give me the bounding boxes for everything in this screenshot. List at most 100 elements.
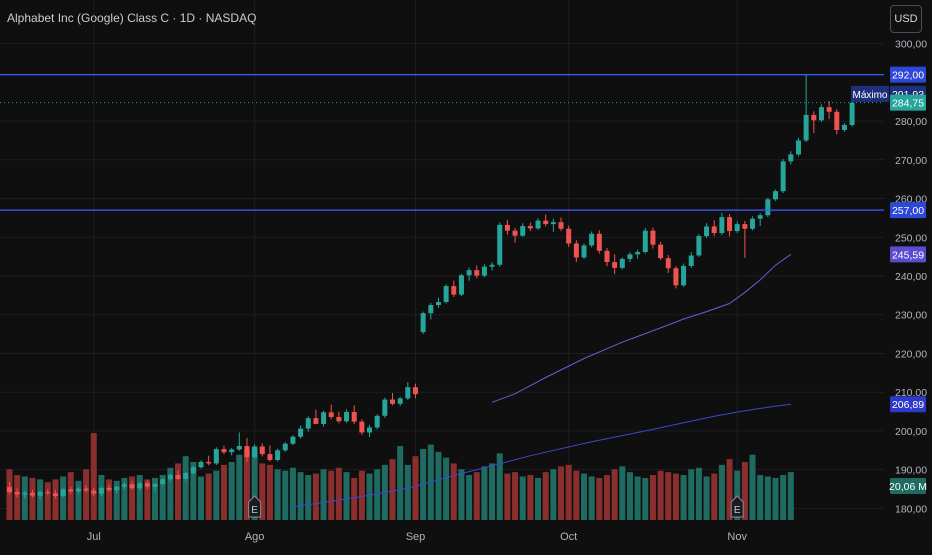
x-tick-label: Jul (87, 531, 101, 543)
candle-body (129, 484, 135, 489)
candle-body (45, 492, 51, 494)
volume-bar (98, 475, 105, 520)
candle-body (428, 305, 434, 314)
volume-tag: 20,06 M (889, 481, 927, 493)
volume-bar (780, 475, 787, 520)
candle-body (795, 140, 801, 155)
candle-body (696, 236, 702, 256)
candle-body (612, 262, 618, 268)
price-tag-hline-lower: 257,00 (892, 205, 924, 217)
candle-body (435, 301, 441, 306)
volume-bar (504, 473, 511, 520)
candle-body (788, 154, 794, 162)
y-tick-label: 280,00 (895, 116, 927, 128)
candle-body (7, 487, 12, 493)
candle-body (673, 268, 679, 286)
candle-body (298, 428, 304, 437)
volume-bar (565, 464, 572, 520)
price-tag-hline-lower-bg (890, 202, 926, 219)
candle-body (688, 255, 694, 266)
candle-body (757, 215, 763, 219)
candle-body (98, 487, 104, 494)
volume-bar (726, 459, 733, 520)
y-tick-label: 270,00 (895, 155, 927, 167)
candle-body (627, 254, 633, 259)
candle-body (420, 313, 426, 333)
volume-bar (52, 479, 59, 520)
candle-body (834, 111, 840, 130)
volume-bar (297, 472, 304, 520)
volume-bar (588, 476, 595, 520)
volume-bar (243, 450, 250, 520)
candle-body (29, 492, 35, 496)
candle-body (818, 107, 824, 121)
volume-bar (718, 464, 725, 520)
volume-bar (121, 477, 128, 520)
volume-bar (106, 479, 113, 520)
candle-body (198, 461, 204, 468)
candle-body (826, 107, 832, 112)
volume-bar (83, 469, 90, 520)
candle-body (236, 446, 242, 450)
candle-body (397, 398, 403, 404)
currency-button[interactable]: USD (890, 5, 922, 33)
volume-bar (228, 462, 235, 520)
volume-bar (519, 476, 526, 520)
volume-bar (282, 470, 289, 520)
y-tick-label: 180,00 (895, 503, 927, 515)
candle-body (367, 427, 373, 433)
candle-body (642, 230, 648, 252)
volume-bar (527, 475, 534, 520)
volume-bar (320, 469, 327, 520)
x-tick-label: Ago (245, 531, 265, 543)
volume-bar (450, 463, 457, 520)
volume-bar (113, 480, 120, 520)
volume-bar (389, 459, 396, 520)
candle-body (52, 493, 58, 496)
volume-bar (611, 469, 618, 520)
candle-body (711, 226, 717, 234)
volume-bar (749, 454, 756, 520)
candle-body (275, 450, 281, 460)
volume-bar (129, 476, 136, 520)
candle-body (581, 245, 587, 258)
volume-bar (75, 480, 82, 520)
candle-body (451, 286, 457, 295)
candle-body (841, 124, 847, 130)
candle-body (405, 387, 411, 399)
y-tick-label: 230,00 (895, 310, 927, 322)
candle-body (550, 222, 556, 225)
volume-bar (136, 475, 143, 520)
candle-body (267, 454, 273, 460)
volume-bar (550, 469, 557, 520)
volume-bar (182, 456, 189, 520)
candle-body (665, 258, 671, 269)
volume-bar (626, 472, 633, 520)
volume-bar (190, 462, 197, 520)
volume-bar (496, 453, 503, 520)
candle-body (244, 446, 250, 458)
candle-body (849, 102, 855, 125)
max-label-bg (851, 85, 889, 102)
volume-bar (175, 463, 182, 520)
candle-body (144, 483, 150, 487)
candle-body (106, 487, 112, 491)
max-label: Máximo (852, 90, 887, 101)
candle-body (412, 387, 418, 395)
candle-body (252, 446, 258, 458)
volume-bar (458, 469, 465, 520)
candle-body (282, 443, 288, 451)
volume-bar (351, 477, 358, 520)
earnings-marker-label: E (734, 505, 741, 516)
earnings-marker-label: E (251, 505, 258, 516)
candle-body (489, 264, 495, 267)
volume-bar (213, 470, 220, 520)
volume-bar (60, 476, 67, 520)
volume-bar (335, 467, 342, 520)
volume-bar (619, 466, 626, 520)
x-tick-label: Nov (727, 531, 747, 543)
volume-bar (90, 433, 97, 520)
volume-bar (695, 467, 702, 520)
